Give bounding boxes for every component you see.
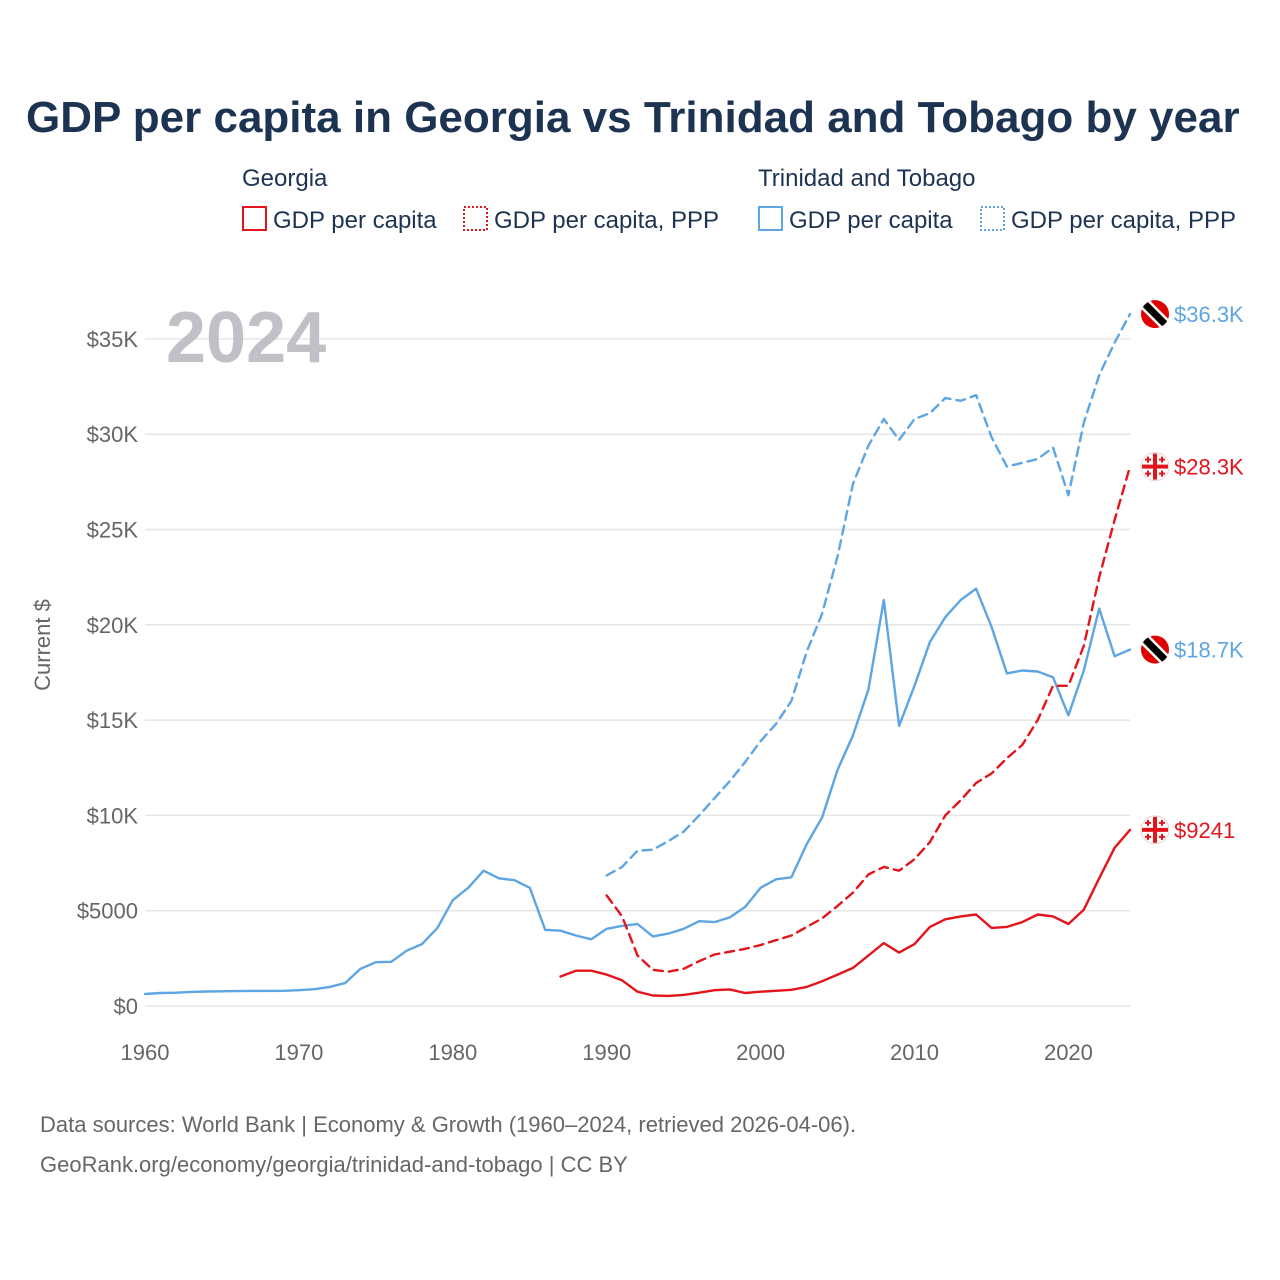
grid-lines (145, 338, 1130, 1007)
x-tick-label: 1980 (428, 1040, 477, 1065)
y-tick-label: $15K (87, 708, 139, 733)
legend-swatch-trinidad-gdp (758, 206, 783, 231)
y-tick-label: $35K (87, 327, 139, 352)
y-tick-label: $10K (87, 803, 139, 828)
series-line-tt_ppp (605, 312, 1132, 877)
end-label-tt_ppp: $36.3K (1174, 302, 1244, 327)
georgia-flag-icon (1140, 815, 1170, 845)
trinidad-flag-icon (1141, 300, 1169, 329)
legend-group-trinidad: Trinidad and Tobago (758, 165, 976, 192)
y-axis-label: Current $ (30, 599, 55, 691)
x-tick-label: 2020 (1044, 1040, 1093, 1065)
series-lines (143, 312, 1132, 998)
end-label-tt_gdp: $18.7K (1174, 638, 1244, 663)
end-label-ge_gdp: $9241 (1174, 818, 1235, 843)
chart-title: GDP per capita in Georgia vs Trinidad an… (26, 93, 1240, 142)
y-axis-ticks: $0 $5000 $10K $15K $20K $25K $30K $35K (77, 327, 139, 1019)
y-tick-label: $25K (87, 518, 139, 543)
legend-swatch-georgia-gdp (242, 206, 267, 231)
x-axis-ticks: 1960 1970 1980 1990 2000 2010 2020 (121, 1040, 1093, 1065)
series-line-ge_ppp (605, 465, 1132, 973)
legend-label-georgia-gdp: GDP per capita (273, 207, 437, 234)
series-line-ge_gdp (559, 828, 1132, 998)
y-tick-label: $0 (114, 994, 138, 1019)
x-tick-label: 1960 (121, 1040, 170, 1065)
end-label-ge_ppp: $28.3K (1174, 455, 1244, 480)
legend-label-georgia-ppp: GDP per capita, PPP (494, 207, 719, 234)
legend-group-georgia: Georgia (242, 165, 328, 192)
legend-swatch-trinidad-ppp (980, 206, 1005, 231)
y-tick-label: $30K (87, 422, 139, 447)
y-tick-label: $20K (87, 613, 139, 638)
x-tick-label: 2000 (736, 1040, 785, 1065)
series-line-tt_gdp (143, 587, 1132, 996)
x-tick-label: 1990 (582, 1040, 631, 1065)
legend-label-trinidad-gdp: GDP per capita (789, 207, 953, 234)
source-line-2: GeoRank.org/economy/georgia/trinidad-and… (40, 1152, 628, 1177)
legend-swatch-georgia-ppp (463, 206, 488, 231)
legend: Georgia GDP per capita GDP per capita, P… (242, 165, 1236, 234)
x-tick-label: 1970 (274, 1040, 323, 1065)
y-tick-label: $5000 (77, 899, 138, 924)
end-labels: $36.3K $28.3K $18.7K $9241 (1140, 300, 1244, 845)
legend-label-trinidad-ppp: GDP per capita, PPP (1011, 207, 1236, 234)
source-line-1: Data sources: World Bank | Economy & Gro… (40, 1112, 856, 1137)
x-tick-label: 2010 (890, 1040, 939, 1065)
year-overlay: 2024 (166, 298, 326, 378)
georgia-flag-icon (1140, 452, 1170, 482)
trinidad-flag-icon (1141, 635, 1169, 664)
